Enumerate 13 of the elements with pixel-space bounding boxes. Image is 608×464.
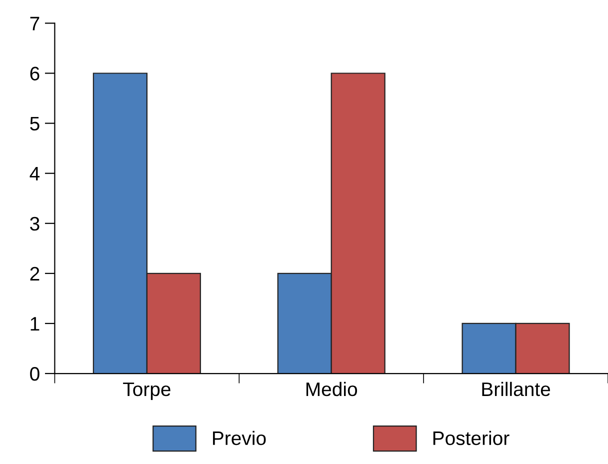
legend-label: Previo bbox=[213, 430, 266, 446]
y-tick-label: 2 bbox=[30, 266, 40, 280]
y-tick-label: 4 bbox=[30, 167, 40, 180]
y-tick-label: 3 bbox=[30, 216, 40, 231]
y-tick-label: 5 bbox=[30, 116, 40, 131]
legend-label: Posterior bbox=[433, 430, 510, 446]
y-tick-label: 1 bbox=[30, 317, 40, 331]
y-tick-label: 0 bbox=[30, 366, 40, 381]
y-tick-label: 6 bbox=[30, 66, 40, 80]
x-tick-label: Torpe bbox=[123, 382, 170, 400]
y-tick-label: 7 bbox=[30, 16, 40, 30]
x-tick-label: Brillante bbox=[482, 382, 550, 396]
x-tick-label: Medio bbox=[306, 382, 358, 396]
